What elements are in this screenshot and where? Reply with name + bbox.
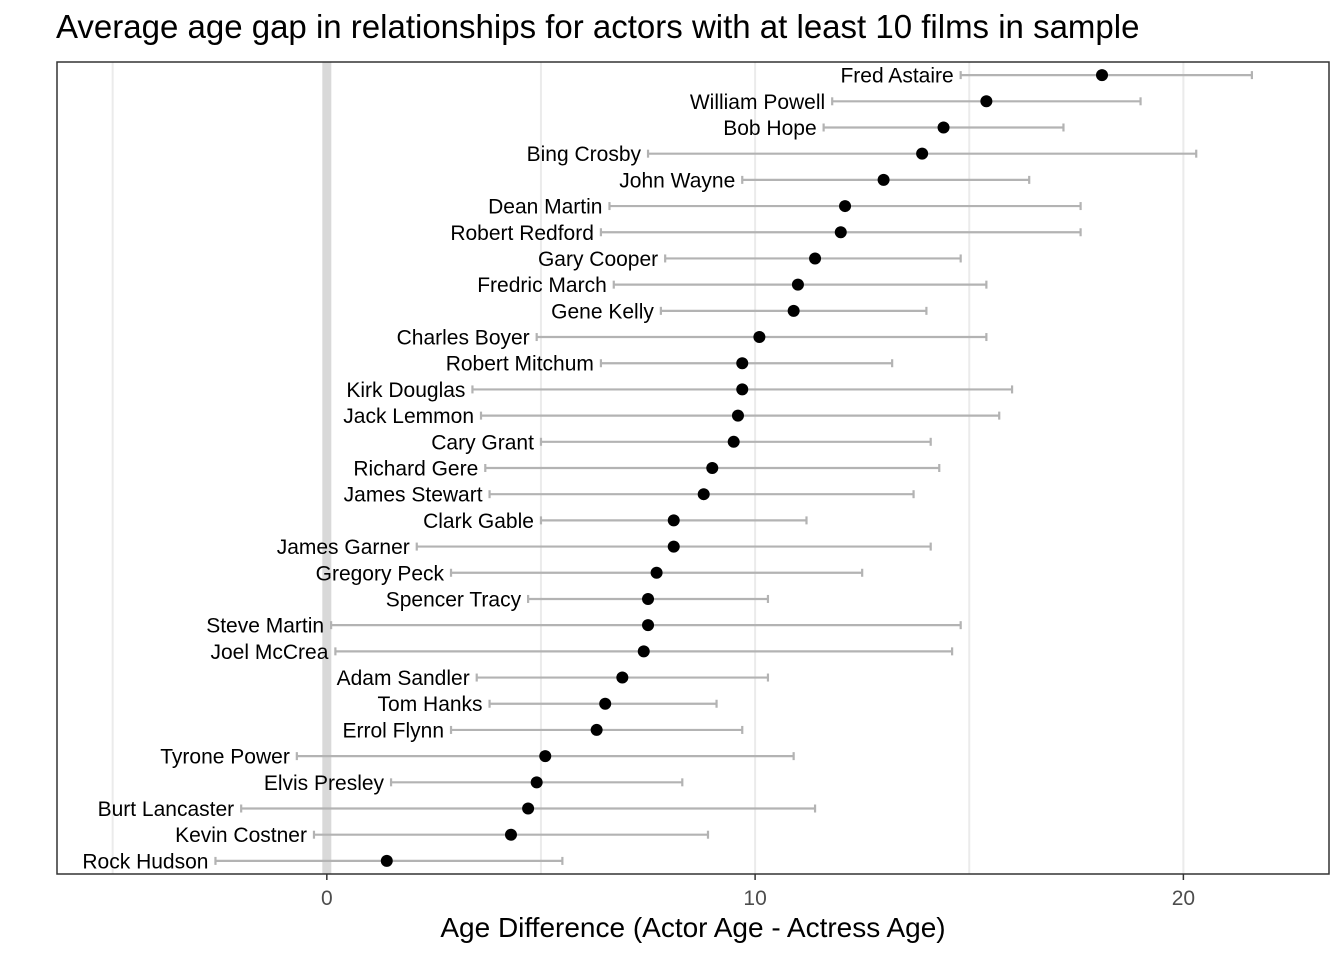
data-point [599, 697, 612, 710]
x-tick-label: 20 [1172, 887, 1195, 910]
data-point [916, 147, 929, 160]
actor-label: Fred Astaire [840, 65, 953, 88]
data-point [504, 828, 517, 841]
actor-label: Robert Redford [450, 222, 594, 245]
actor-label: Bob Hope [723, 117, 816, 140]
data-point [650, 566, 663, 579]
x-axis-ticks: 0 10 20 [321, 874, 1195, 910]
data-point [877, 173, 890, 186]
data-point [590, 723, 603, 736]
data-point [642, 619, 655, 632]
data-point [731, 409, 744, 422]
actor-label: Tyrone Power [160, 746, 290, 769]
data-point [706, 462, 719, 474]
actor-label: Fredric March [477, 274, 607, 297]
actor-label: Charles Boyer [397, 327, 530, 350]
actor-label: Steve Martin [206, 615, 324, 638]
data-point [753, 331, 766, 344]
actor-label: Gene Kelly [551, 300, 654, 323]
chart-title: Average age gap in relationships for act… [56, 8, 1140, 45]
actor-label: Kevin Costner [175, 824, 307, 847]
data-point [616, 671, 629, 684]
actor-label: Richard Gere [353, 458, 478, 481]
x-tick-label: 10 [743, 887, 766, 910]
data-point [727, 435, 740, 448]
data-point [642, 592, 655, 605]
actor-label: James Stewart [344, 484, 483, 507]
data-point [667, 540, 680, 553]
data-point [1096, 69, 1109, 82]
actor-label: Adam Sandler [337, 667, 470, 690]
actor-label: Dean Martin [488, 196, 602, 219]
data-point [522, 802, 535, 815]
data-point [637, 645, 650, 658]
actor-label: Bing Crosby [527, 143, 642, 166]
actor-label: Elvis Presley [264, 772, 385, 795]
data-point [791, 278, 804, 291]
actor-label: Burt Lancaster [98, 798, 235, 821]
actor-label: Errol Flynn [342, 719, 444, 742]
data-point [937, 121, 950, 134]
x-axis-label: Age Difference (Actor Age - Actress Age) [440, 912, 946, 943]
data-point [787, 304, 800, 317]
actor-label: Cary Grant [431, 431, 534, 454]
actor-label: John Wayne [619, 169, 735, 192]
data-point [697, 488, 710, 501]
actor-label: James Garner [277, 536, 410, 559]
actor-label: Kirk Douglas [346, 379, 465, 402]
actor-label-layer: Fred Astaire William Powell Bob Hope Bing C… [82, 65, 953, 874]
data-point [380, 854, 393, 867]
data-point [736, 383, 749, 396]
data-point [530, 776, 543, 789]
actor-label: Robert Mitchum [446, 353, 594, 376]
data-point [834, 226, 847, 239]
actor-label: Gregory Peck [316, 562, 445, 585]
actor-label: Tom Hanks [378, 693, 483, 716]
point-layer [380, 69, 1109, 867]
actor-label: Gary Cooper [538, 248, 658, 271]
data-point [980, 95, 993, 108]
x-tick-label: 0 [321, 887, 333, 910]
actor-label: Rock Hudson [82, 850, 208, 873]
actor-label: Joel McCrea [211, 641, 329, 664]
data-point [839, 200, 852, 213]
data-point [539, 750, 552, 763]
actor-label: William Powell [690, 91, 825, 114]
actor-label: Spencer Tracy [386, 588, 522, 611]
actor-label: Jack Lemmon [343, 405, 474, 428]
plot-frame [56, 61, 1330, 875]
data-point [736, 357, 749, 370]
actor-label: Clark Gable [423, 510, 534, 533]
data-point [667, 514, 680, 527]
data-point [809, 252, 822, 265]
